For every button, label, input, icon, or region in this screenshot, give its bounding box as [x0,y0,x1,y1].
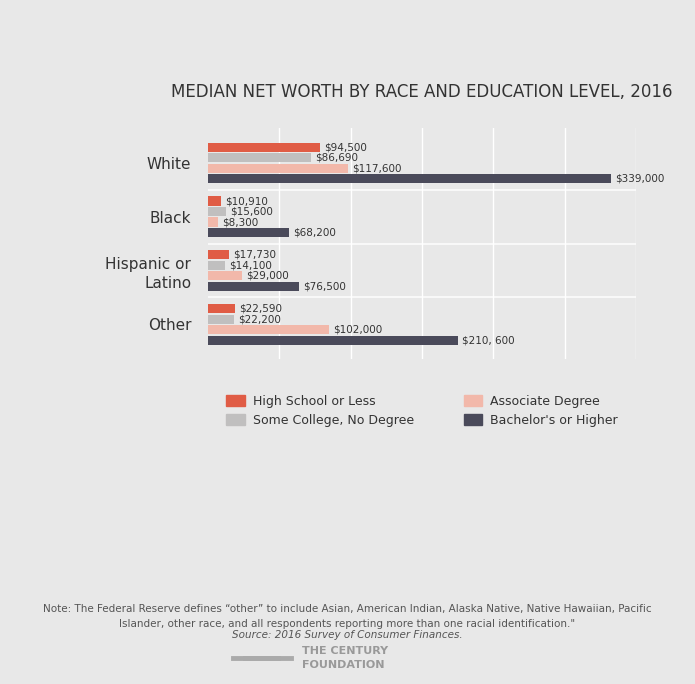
Text: $339,000: $339,000 [615,174,664,184]
Text: $94,500: $94,500 [325,142,367,153]
Text: $22,590: $22,590 [239,304,282,314]
Text: $86,690: $86,690 [315,153,358,163]
Bar [208,325,329,334]
Text: $17,730: $17,730 [233,250,276,260]
Text: $14,100: $14,100 [229,261,272,270]
Text: $102,000: $102,000 [334,325,382,334]
Bar [208,304,235,313]
Text: $29,000: $29,000 [247,271,289,281]
Bar [208,218,218,226]
Bar [208,261,224,270]
Text: $15,600: $15,600 [231,207,273,217]
Text: Source: 2016 Survey of Consumer Finances.: Source: 2016 Survey of Consumer Finances… [232,630,463,640]
Bar [208,250,229,259]
Text: Note: The Federal Reserve defines “other” to include Asian, American Indian, Ala: Note: The Federal Reserve defines “other… [43,604,652,629]
Text: $68,200: $68,200 [293,228,336,237]
Bar [208,336,458,345]
Bar [208,174,611,183]
Bar [208,143,320,152]
Bar [208,207,227,216]
Text: $210, 600: $210, 600 [462,335,515,345]
Text: $22,200: $22,200 [238,314,281,324]
Bar [208,163,348,173]
Bar [208,196,221,206]
Text: $76,500: $76,500 [303,281,346,291]
Title: MEDIAN NET WORTH BY RACE AND EDUCATION LEVEL, 2016: MEDIAN NET WORTH BY RACE AND EDUCATION L… [171,83,673,101]
Bar [208,315,234,324]
Bar [208,153,311,162]
Text: $8,300: $8,300 [222,217,258,227]
Bar [208,282,299,291]
Bar [208,228,289,237]
Text: THE CENTURY
FOUNDATION: THE CENTURY FOUNDATION [302,646,389,670]
Legend: High School or Less, Some College, No Degree, Associate Degree, Bachelor's or Hi: High School or Less, Some College, No De… [221,390,623,432]
Text: $117,600: $117,600 [352,163,402,173]
Text: $10,910: $10,910 [225,196,268,206]
Bar [208,272,243,280]
